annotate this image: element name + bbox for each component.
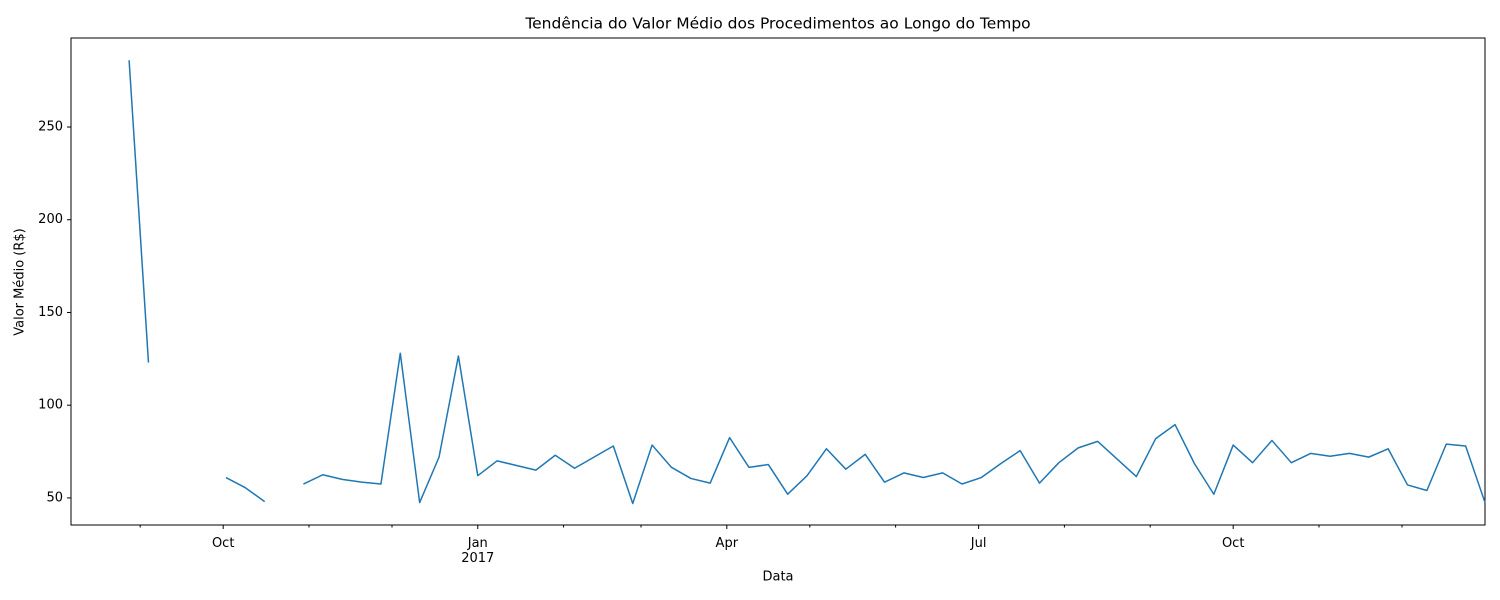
- x-tick-label: Jan 2017: [461, 536, 494, 566]
- plot-frame: [70, 37, 1486, 526]
- chart-title: Tendência do Valor Médio dos Procediment…: [524, 15, 1030, 33]
- x-tick-label: Oct: [212, 536, 234, 551]
- x-tick-label: Jul: [970, 536, 987, 551]
- y-tick-label: 150: [38, 305, 63, 320]
- x-tick-label: Apr: [716, 536, 739, 551]
- x-tick-label: Oct: [1222, 536, 1244, 551]
- y-tick-label: 100: [38, 398, 63, 413]
- y-tick-label: 50: [46, 490, 63, 505]
- y-tick-label: 250: [38, 120, 63, 135]
- data-line: [128, 60, 1486, 505]
- x-axis-label: Data: [762, 570, 793, 585]
- y-tick-label: 200: [38, 212, 63, 227]
- y-axis-label: Valor Médio (R$): [13, 228, 28, 336]
